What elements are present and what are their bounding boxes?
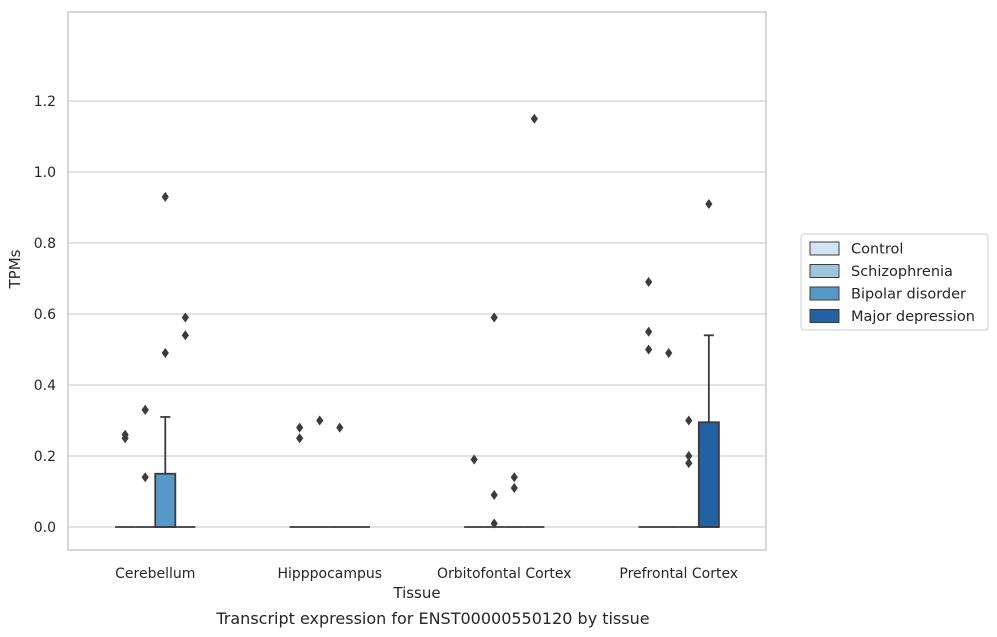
legend-frame bbox=[800, 233, 989, 331]
y-tick-label: 0.2 bbox=[34, 449, 56, 465]
outlier-point bbox=[510, 472, 518, 483]
outlier-point bbox=[685, 415, 693, 426]
y-tick-label: 0.4 bbox=[34, 378, 56, 394]
y-tick-label: 0.8 bbox=[34, 236, 56, 252]
outlier-point bbox=[336, 422, 344, 433]
x-axis-label: Tissue bbox=[392, 584, 440, 602]
outlier-point bbox=[181, 312, 189, 323]
y-axis-ticks: 0.0 0.2 0.4 0.6 0.8 1.0 1.2 bbox=[34, 94, 56, 536]
box-body bbox=[154, 472, 177, 528]
box-bipolar-disorder bbox=[154, 416, 177, 528]
x-tick-label: Prefrontal Cortex bbox=[619, 566, 738, 582]
legend-swatch bbox=[809, 309, 840, 323]
box-major-depression bbox=[697, 334, 720, 528]
outlier-layer bbox=[121, 113, 713, 529]
outlier-point bbox=[530, 113, 538, 124]
outlier-point bbox=[490, 490, 498, 501]
outlier-point bbox=[296, 422, 304, 433]
outlier-point bbox=[296, 433, 304, 444]
outlier-point bbox=[645, 277, 653, 288]
outlier-point bbox=[665, 348, 673, 359]
legend-label: Control bbox=[851, 242, 903, 258]
outlier-point bbox=[685, 451, 693, 461]
plot-frame bbox=[67, 11, 767, 551]
legend-label: Schizophrenia bbox=[851, 264, 953, 280]
y-tick-label: 0.0 bbox=[34, 520, 56, 536]
outlier-point bbox=[705, 198, 713, 209]
box-layer bbox=[115, 334, 720, 528]
outlier-point bbox=[161, 191, 169, 202]
outlier-point bbox=[316, 415, 324, 426]
outlier-point bbox=[470, 454, 478, 465]
outlier-point bbox=[490, 518, 498, 529]
y-axis-label: TPMs bbox=[6, 249, 24, 289]
outlier-point bbox=[141, 404, 149, 415]
outlier-point bbox=[161, 348, 169, 359]
outlier-point bbox=[181, 330, 189, 341]
legend: Control Schizophrenia Bipolar disorder Majo… bbox=[800, 233, 989, 331]
outlier-point bbox=[490, 312, 498, 323]
x-tick-label: Hipppocampus bbox=[277, 566, 382, 582]
y-tick-label: 1.0 bbox=[34, 165, 56, 181]
outlier-point bbox=[510, 482, 518, 493]
box-body bbox=[697, 421, 720, 528]
y-tick-label: 0.6 bbox=[34, 307, 56, 323]
legend-label: Bipolar disorder bbox=[851, 287, 966, 303]
outlier-point bbox=[685, 458, 693, 469]
legend-swatch bbox=[809, 264, 840, 278]
outlier-point bbox=[121, 433, 129, 444]
legend-swatch bbox=[809, 241, 840, 256]
legend-label: Major depression bbox=[851, 309, 975, 325]
x-tick-label: Cerebellum bbox=[115, 566, 195, 582]
outlier-point bbox=[645, 326, 653, 337]
y-tick-label: 1.2 bbox=[34, 94, 56, 110]
legend-swatch bbox=[809, 286, 840, 301]
x-tick-label: Orbitofontal Cortex bbox=[437, 566, 572, 582]
outlier-point bbox=[141, 472, 149, 483]
outlier-point bbox=[645, 344, 653, 355]
x-axis-ticks: Cerebellum Hipppocampus Orbitofontal Corte… bbox=[115, 566, 738, 582]
chart-caption: Transcript expression for ENST0000055012… bbox=[215, 609, 649, 628]
grid-layer bbox=[68, 100, 766, 528]
